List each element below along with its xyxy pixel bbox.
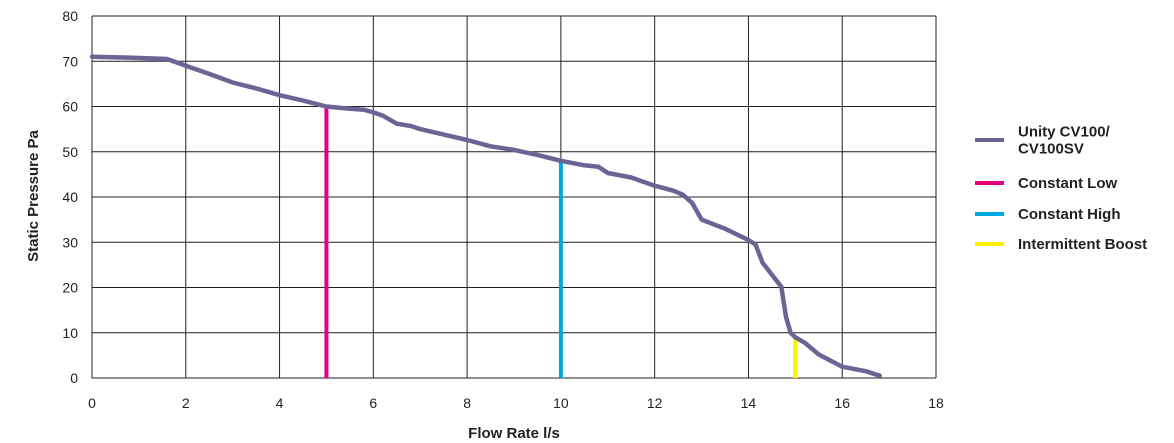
x-tick-label: 14 [741,395,757,411]
x-tick-label: 12 [647,395,663,411]
y-tick-label: 0 [70,370,78,386]
y-tick-label: 10 [62,325,78,341]
legend-label-constant-low: Constant Low [1018,175,1117,192]
x-axis-title: Flow Rate l/s [468,425,560,442]
y-tick-label: 40 [62,189,78,205]
y-tick-label: 70 [62,53,78,69]
legend-label-intermittent-boost: Intermittent Boost [1018,236,1147,253]
x-tick-label: 4 [276,395,284,411]
x-tick-label: 10 [553,395,569,411]
legend-label-unity-cv100-cv100sv: Unity CV100/CV100SV [1018,124,1111,158]
legend: Unity CV100/CV100SV Constant Low Constant … [975,124,1147,253]
x-tick-label: 18 [928,395,944,411]
y-tick-label: 30 [62,234,78,250]
y-axis-title: Static Pressure Pa [25,129,42,261]
x-tick-label: 6 [369,395,377,411]
x-tick-label: 0 [88,395,96,411]
y-tick-label: 60 [62,99,78,115]
series-line-unity-cv100-cv100sv [89,54,882,378]
tick-labels: 0 2 4 6 8 10 12 14 16 18 0 10 20 30 40 50 60 70 80 [62,8,944,411]
y-tick-label: 50 [62,144,78,160]
axis-titles: Flow Rate l/s Static Pressure Pa [25,129,560,442]
x-tick-label: 8 [463,395,471,411]
y-tick-label: 80 [62,8,78,24]
grid [91,15,937,379]
x-tick-label: 16 [834,395,850,411]
series [89,54,882,378]
x-tick-label: 2 [182,395,190,411]
legend-label-constant-high: Constant High [1018,206,1121,223]
y-tick-label: 20 [62,280,78,296]
